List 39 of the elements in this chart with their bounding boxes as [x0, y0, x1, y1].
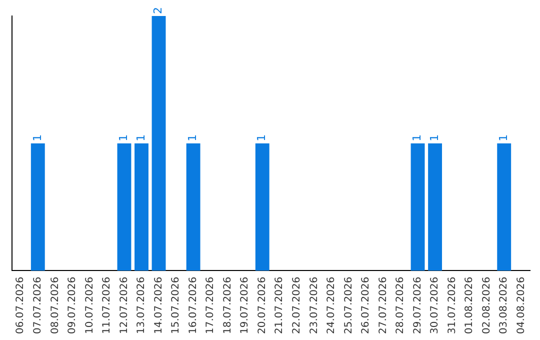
x-tick-label: 08.07.2026 — [50, 276, 61, 334]
x-tick-label: 02.08.2026 — [481, 276, 492, 334]
data-label: 1 — [186, 134, 200, 142]
x-tick-label: 28.07.2026 — [395, 276, 406, 334]
x-tick-label: 15.07.2026 — [170, 276, 182, 334]
data-label: 1 — [30, 134, 44, 142]
data-label: 1 — [117, 134, 130, 142]
x-tick-label: 23.07.2026 — [308, 276, 320, 334]
x-tick-label: 25.07.2026 — [343, 276, 354, 334]
x-tick-label: 10.07.2026 — [84, 276, 96, 334]
x-tick-label: 14.07.2026 — [153, 276, 164, 334]
data-label: 1 — [134, 134, 148, 142]
data-label: 1 — [428, 134, 441, 142]
x-tick-label: 30.07.2026 — [430, 276, 441, 334]
x-tick-label: 09.07.2026 — [67, 276, 78, 334]
x-tick-label: 22.07.2026 — [291, 276, 302, 334]
x-tick-label: 16.07.2026 — [188, 276, 199, 334]
data-label: 1 — [496, 134, 510, 142]
x-tick-label: 26.07.2026 — [360, 276, 372, 334]
x-tick-label: 31.07.2026 — [446, 276, 458, 334]
x-tick-label: 20.07.2026 — [256, 276, 268, 334]
x-tick-label: 27.07.2026 — [378, 276, 389, 334]
x-tick-label: 19.07.2026 — [240, 276, 251, 334]
data-label: 2 — [152, 7, 165, 14]
x-tick-label: 07.07.2026 — [32, 276, 44, 334]
x-tick-label: 17.07.2026 — [205, 276, 216, 334]
data-label: 1 — [410, 134, 424, 142]
x-tick-label: 29.07.2026 — [412, 276, 424, 334]
data-label: 1 — [255, 134, 268, 142]
x-tick-label: 11.07.2026 — [102, 276, 113, 334]
x-tick-label: 21.07.2026 — [274, 276, 286, 334]
x-tick-label: 04.08.2026 — [516, 276, 527, 334]
x-tick-label: 24.07.2026 — [326, 276, 338, 334]
x-tick-label: 01.08.2026 — [464, 276, 476, 334]
x-tick-label: 03.08.2026 — [498, 276, 510, 334]
x-tick-label: 18.07.2026 — [222, 276, 234, 334]
x-tick-label: 12.07.2026 — [118, 276, 130, 334]
x-tick-label: 06.07.2026 — [15, 276, 26, 334]
x-tick-label: 13.07.2026 — [136, 276, 148, 334]
